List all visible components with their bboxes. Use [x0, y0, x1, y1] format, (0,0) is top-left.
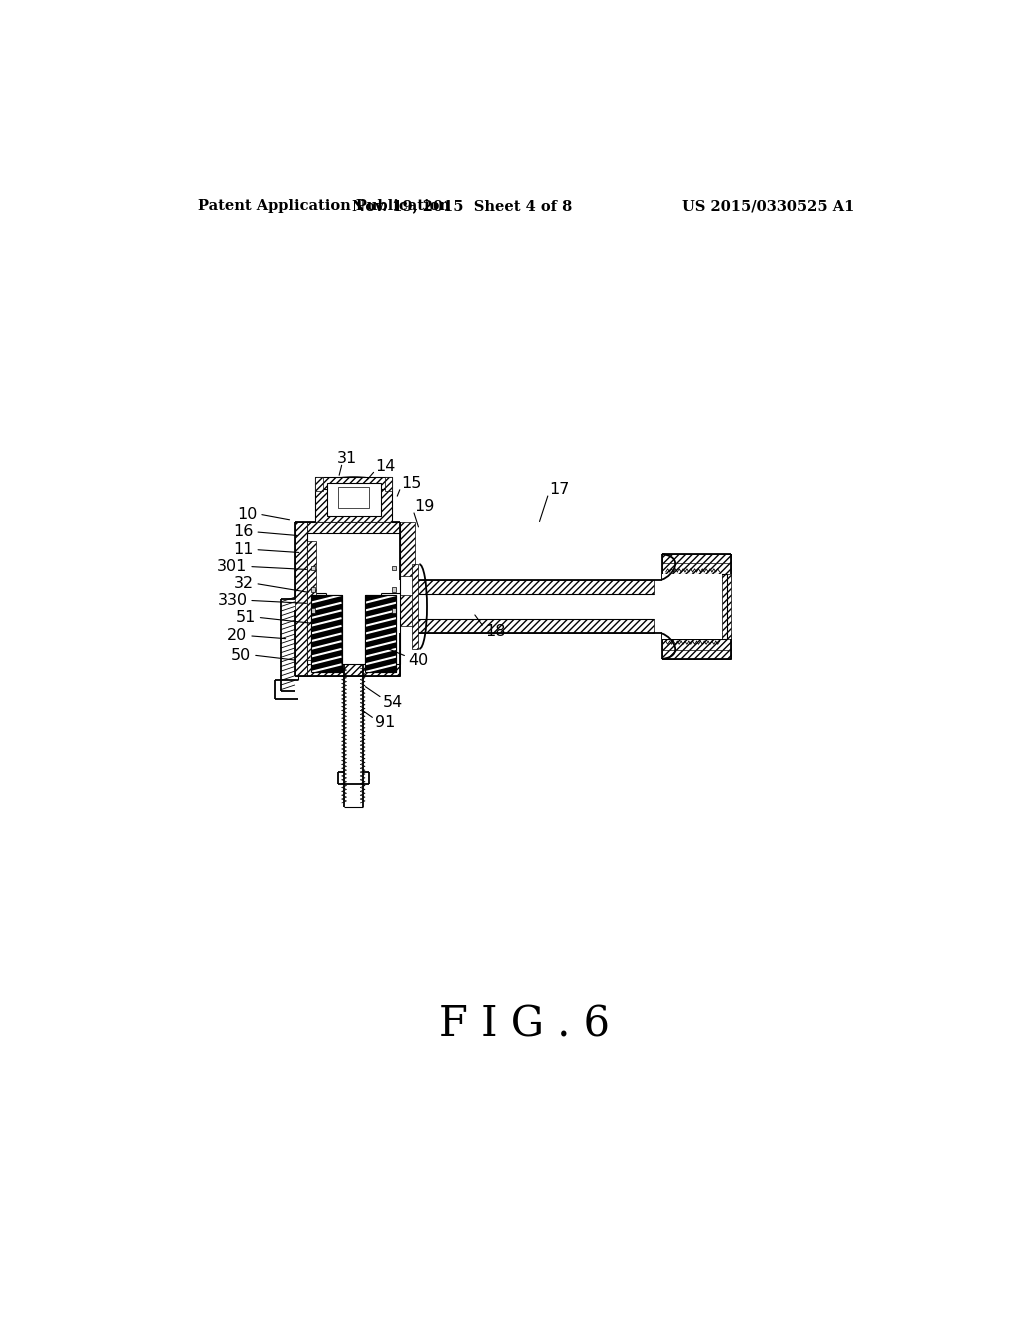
Polygon shape: [307, 664, 400, 676]
Text: 32: 32: [233, 576, 254, 591]
Polygon shape: [307, 521, 400, 533]
Text: 14: 14: [376, 459, 396, 474]
Polygon shape: [662, 554, 731, 564]
Polygon shape: [400, 595, 416, 626]
Text: 330: 330: [217, 593, 248, 609]
Polygon shape: [339, 487, 370, 508]
Text: 54: 54: [383, 694, 403, 710]
Text: 31: 31: [337, 451, 357, 466]
Text: 19: 19: [414, 499, 434, 513]
Text: Nov. 19, 2015  Sheet 4 of 8: Nov. 19, 2015 Sheet 4 of 8: [351, 199, 571, 213]
Polygon shape: [307, 664, 400, 676]
Polygon shape: [391, 566, 396, 570]
Text: 18: 18: [484, 623, 505, 639]
Polygon shape: [307, 541, 316, 660]
Polygon shape: [295, 521, 307, 676]
Polygon shape: [315, 478, 323, 491]
Text: F I G . 6: F I G . 6: [439, 1003, 610, 1045]
Text: US 2015/0330525 A1: US 2015/0330525 A1: [682, 199, 854, 213]
Polygon shape: [662, 634, 731, 659]
Text: 17: 17: [550, 482, 569, 498]
Polygon shape: [307, 521, 400, 533]
Text: 20: 20: [227, 628, 248, 643]
Polygon shape: [310, 595, 342, 672]
Polygon shape: [327, 483, 381, 516]
Text: 11: 11: [233, 543, 254, 557]
Polygon shape: [416, 619, 654, 634]
Text: 40: 40: [408, 653, 428, 668]
Text: 51: 51: [236, 610, 256, 624]
Text: 91: 91: [376, 715, 396, 730]
Text: 15: 15: [401, 475, 422, 491]
Polygon shape: [662, 554, 731, 579]
Polygon shape: [310, 566, 315, 570]
Polygon shape: [416, 579, 654, 594]
Text: 301: 301: [217, 558, 248, 574]
Polygon shape: [391, 609, 396, 612]
Text: Patent Application Publication: Patent Application Publication: [198, 199, 450, 213]
Polygon shape: [310, 587, 315, 591]
Text: 50: 50: [231, 648, 252, 663]
Text: 10: 10: [238, 507, 258, 521]
Polygon shape: [722, 574, 731, 639]
Polygon shape: [662, 574, 722, 639]
Polygon shape: [310, 609, 315, 612]
Polygon shape: [385, 478, 392, 491]
Polygon shape: [662, 649, 731, 659]
Polygon shape: [315, 478, 392, 521]
Polygon shape: [412, 564, 418, 649]
Polygon shape: [366, 595, 396, 672]
Text: 16: 16: [233, 524, 254, 540]
Polygon shape: [400, 521, 416, 576]
Polygon shape: [391, 587, 396, 591]
